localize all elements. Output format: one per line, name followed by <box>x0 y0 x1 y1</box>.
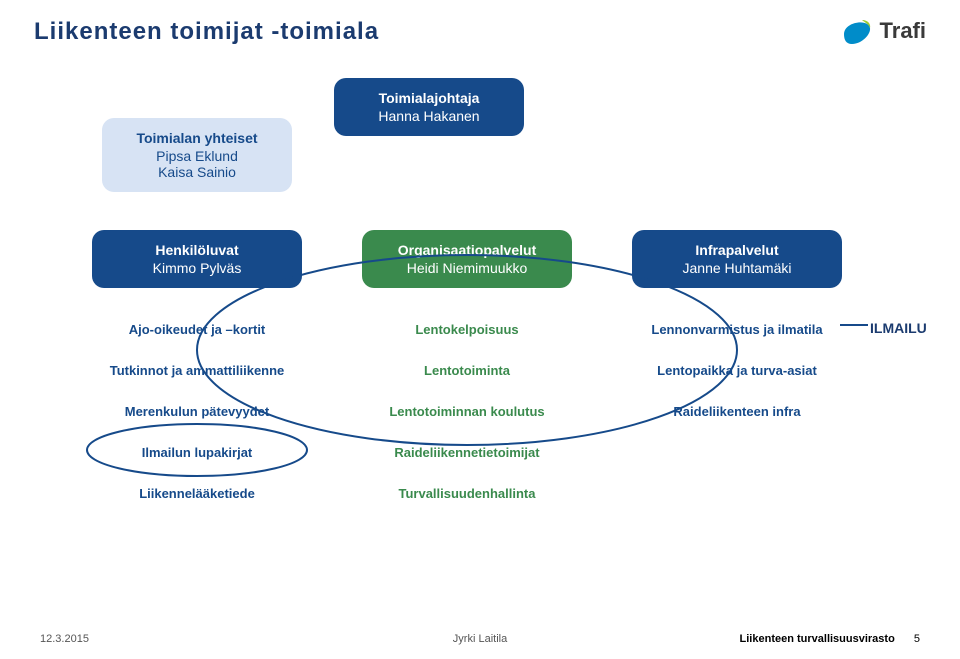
footer-org: Liikenteen turvallisuusvirasto 5 <box>740 633 920 645</box>
col-henkiloluvat: Ajo-oikeudet ja –kortit Tutkinnot ja amma… <box>92 296 302 527</box>
list-item: Lentopaikka ja turva-asiat <box>632 363 842 378</box>
box-infrapalvelut: InfrapalvelutJanne Huhtamäki <box>632 230 842 288</box>
list-item: Lentotoiminta <box>362 363 572 378</box>
footer-org-text: Liikenteen turvallisuusvirasto <box>740 633 895 645</box>
label-ilmailu: ILMAILU <box>870 320 927 336</box>
box-toimialan-yhteiset: Toimialan yhteisetPipsa EklundKaisa Sain… <box>102 118 292 192</box>
logo: Trafi <box>840 14 926 48</box>
list-item: Turvallisuudenhallinta <box>362 486 572 501</box>
col-infra: Lennonvarmistus ja ilmatila Lentopaikka j… <box>632 296 842 445</box>
footer-author: Jyrki Laitila <box>453 633 507 645</box>
list-item: Lentokelpoisuus <box>362 322 572 337</box>
box-organisaatiopalvelut: OrganisaatiopalvelutHeidi Niemimuukko <box>362 230 572 288</box>
footer-date: 12.3.2015 <box>40 633 89 645</box>
box-henkiloluvat: HenkilöluvatKimmo Pylväs <box>92 230 302 288</box>
logo-text: Trafi <box>880 18 926 44</box>
list-item: Liikennelääketiede <box>92 486 302 501</box>
trafi-logo-icon <box>840 14 874 48</box>
list-item: Raideliikenteen infra <box>632 404 842 419</box>
list-item: Lentotoiminnan koulutus <box>362 404 572 419</box>
list-item: Lennonvarmistus ja ilmatila <box>632 322 842 337</box>
list-item: Tutkinnot ja ammattiliikenne <box>92 363 302 378</box>
box-toimialajohtaja: ToimialajohtajaHanna Hakanen <box>334 78 524 136</box>
page-title: Liikenteen toimijat -toimiala <box>34 18 379 46</box>
list-item: Ajo-oikeudet ja –kortit <box>92 322 302 337</box>
list-item: Merenkulun pätevyydet <box>92 404 302 419</box>
col-organisaatio: Lentokelpoisuus Lentotoiminta Lentotoiminn… <box>362 296 572 527</box>
list-item: Ilmailun lupakirjat <box>92 445 302 460</box>
footer-page: 5 <box>914 633 920 645</box>
list-item: Raideliikennetietoimijat <box>362 445 572 460</box>
